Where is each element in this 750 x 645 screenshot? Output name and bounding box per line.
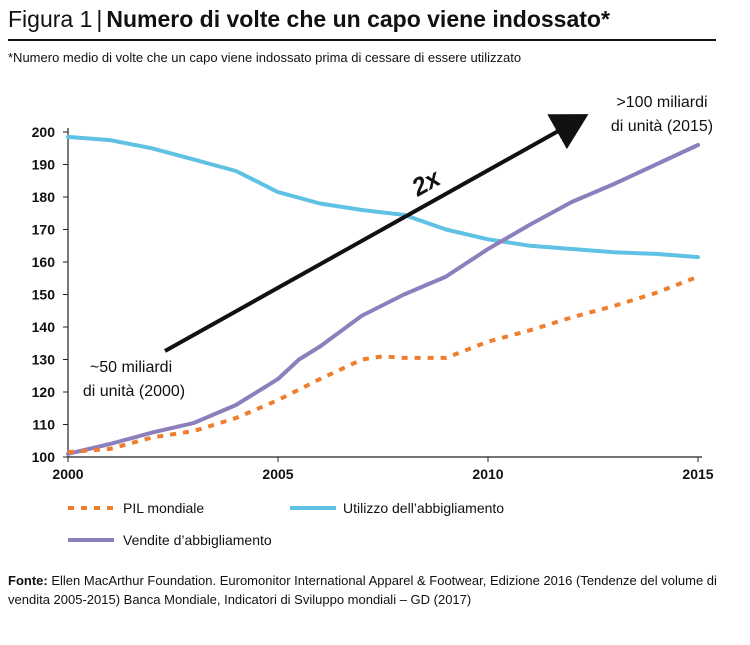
y-tick-label: 140 — [32, 319, 56, 335]
growth-arrow — [164, 114, 589, 353]
legend: PIL mondiale Utilizzo dell’abbigliamento V… — [68, 500, 504, 548]
y-tick-label: 100 — [32, 449, 56, 465]
legend-label-vendite-d-abbigliamento: Vendite d’abbigliamento — [123, 532, 272, 548]
y-tick-label: 130 — [32, 352, 56, 368]
y-tick-label: 170 — [32, 222, 56, 238]
title-rule — [8, 39, 716, 41]
chart-subtitle: *Numero medio di volte che un capo viene… — [8, 50, 522, 65]
start-annotation-line1: ~50 miliardi — [90, 359, 172, 376]
x-tick-label: 2010 — [472, 466, 503, 482]
start-annotation-line2: di unità (2000) — [83, 383, 185, 400]
series-line-vendite-d-abbigliamento — [66, 143, 700, 456]
series-line-utilizzo-dell-abbigliamento — [66, 134, 700, 260]
x-tick-label: 2000 — [52, 466, 83, 482]
end-annotation-line2: di unità (2015) — [611, 118, 713, 135]
legend-label-utilizzo-dell-abbigliamento: Utilizzo dell’abbigliamento — [343, 500, 504, 516]
figure-label: Figura 1 — [8, 6, 93, 32]
x-tick-label: 2005 — [262, 466, 293, 482]
series-layer — [66, 134, 700, 456]
y-tick-label: 110 — [32, 417, 55, 433]
source-label: Fonte: — [8, 573, 48, 588]
chart-axes: 100 110 120 130 140 150 160 170 180 190 200 2000 200… — [32, 124, 714, 482]
source-text: Ellen MacArthur Foundation. Euromonitor … — [8, 573, 717, 607]
y-tick-label: 160 — [32, 254, 56, 270]
end-annotation-line1: >100 miliardi — [616, 94, 707, 111]
y-tick-label: 120 — [32, 384, 56, 400]
y-tick-label: 200 — [32, 124, 56, 140]
chart-title: Numero di volte che un capo viene indoss… — [106, 6, 610, 32]
source-note: Fonte: Ellen MacArthur Foundation. Eurom… — [8, 571, 728, 609]
y-tick-label: 180 — [32, 189, 56, 205]
x-tick-label: 2015 — [682, 466, 713, 482]
title-separator: | — [96, 6, 103, 32]
line-chart: 100 110 120 130 140 150 160 170 180 190 200 2000 200… — [32, 94, 714, 548]
y-tick-label: 190 — [32, 157, 56, 173]
legend-label-pil-mondiale: PIL mondiale — [123, 500, 204, 516]
y-tick-label: 150 — [32, 287, 56, 303]
figure-title: Figura 1 | Numero di volte che un capo vie… — [8, 6, 610, 33]
